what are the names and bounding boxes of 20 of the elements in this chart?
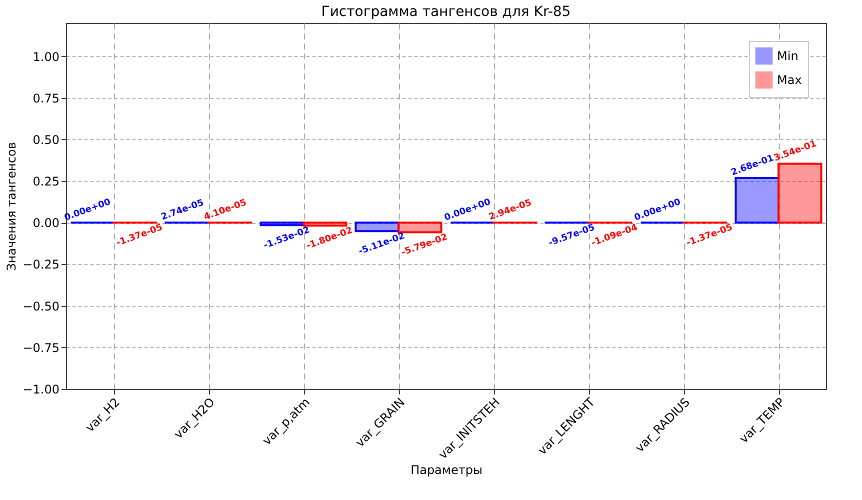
legend-label: Max xyxy=(777,73,802,87)
y-tick-label: 0.00 xyxy=(32,216,60,230)
y-tick-label: −0.75 xyxy=(22,340,60,355)
legend-label: Min xyxy=(777,49,798,63)
y-tick-label: −0.50 xyxy=(22,299,60,314)
y-tick-label: 0.50 xyxy=(32,132,60,147)
bar xyxy=(260,222,304,226)
chart-title: Гистограмма тангенсов для Kr-85 xyxy=(321,4,571,20)
bar xyxy=(302,222,348,227)
x-axis-title: Параметры xyxy=(410,463,482,478)
bar xyxy=(734,177,780,224)
y-tick-label: −1.00 xyxy=(22,382,60,396)
y-tick-label: 0.25 xyxy=(32,174,60,189)
y-tick-label: −0.25 xyxy=(22,258,60,272)
bar xyxy=(354,222,400,232)
bar xyxy=(398,222,442,234)
bar xyxy=(778,162,822,224)
y-axis-title: Значения тангенсов xyxy=(4,142,19,271)
y-tick-label: 1.00 xyxy=(32,50,60,64)
y-tick-label: 0.75 xyxy=(32,91,60,106)
